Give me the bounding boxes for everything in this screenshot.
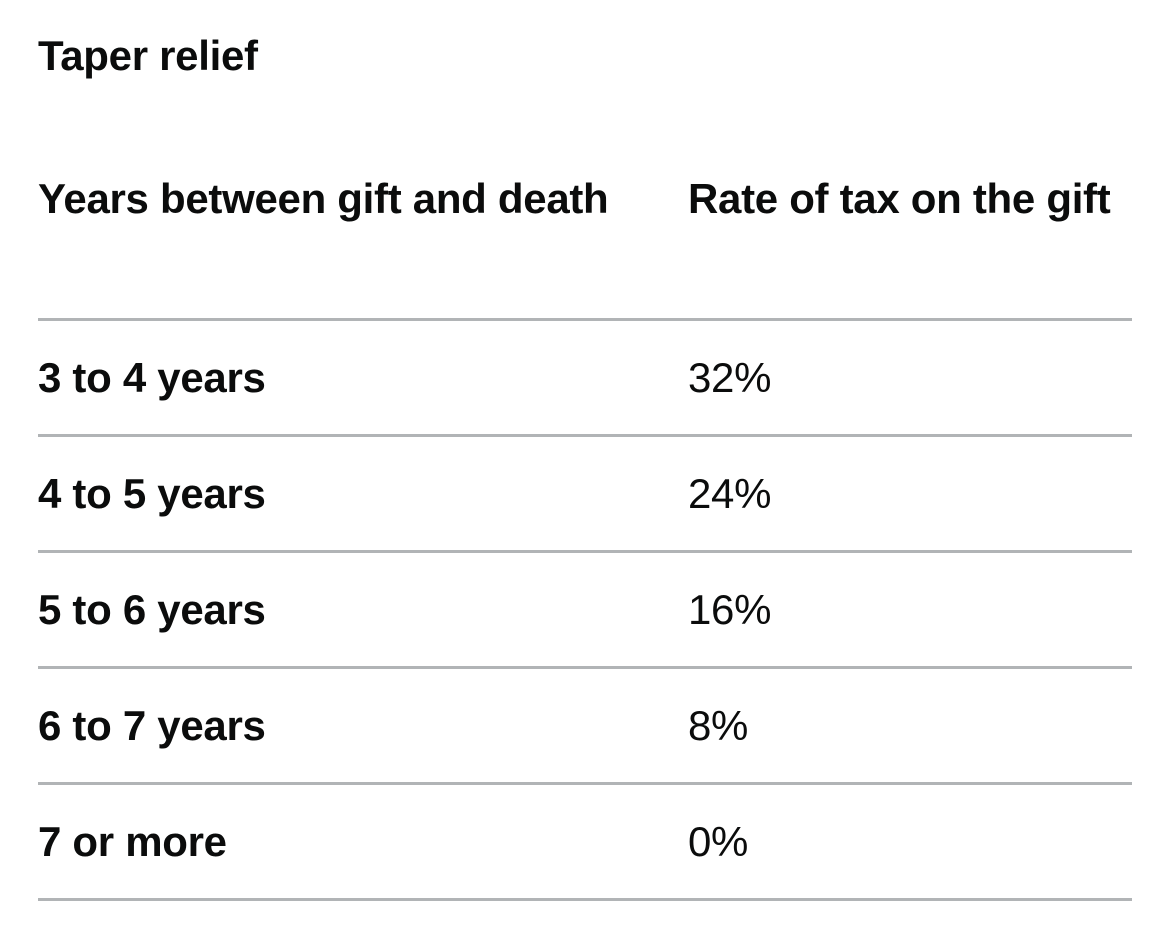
table-row: 4 to 5 years 24% <box>38 435 1132 553</box>
table-row: 3 to 4 years 32% <box>38 319 1132 437</box>
header-row: Years between gift and death Rate of tax… <box>38 166 1132 321</box>
column-header-rate: Rate of tax on the gift <box>688 166 1132 321</box>
table-body: 3 to 4 years 32% 4 to 5 years 24% 5 to 6… <box>38 319 1132 901</box>
cell-years: 4 to 5 years <box>38 435 688 553</box>
cell-rate: 0% <box>688 783 1132 901</box>
taper-relief-table: Years between gift and death Rate of tax… <box>38 166 1132 901</box>
table-row: 6 to 7 years 8% <box>38 667 1132 785</box>
cell-rate: 16% <box>688 551 1132 669</box>
column-header-years: Years between gift and death <box>38 166 688 321</box>
table-row: 5 to 6 years 16% <box>38 551 1132 669</box>
table-row: 7 or more 0% <box>38 783 1132 901</box>
cell-years: 7 or more <box>38 783 688 901</box>
table-header: Years between gift and death Rate of tax… <box>38 166 1132 321</box>
cell-years: 6 to 7 years <box>38 667 688 785</box>
cell-rate: 24% <box>688 435 1132 553</box>
section-title: Taper relief <box>38 32 258 79</box>
cell-years: 5 to 6 years <box>38 551 688 669</box>
cell-years: 3 to 4 years <box>38 319 688 437</box>
cell-rate: 8% <box>688 667 1132 785</box>
cell-rate: 32% <box>688 319 1132 437</box>
